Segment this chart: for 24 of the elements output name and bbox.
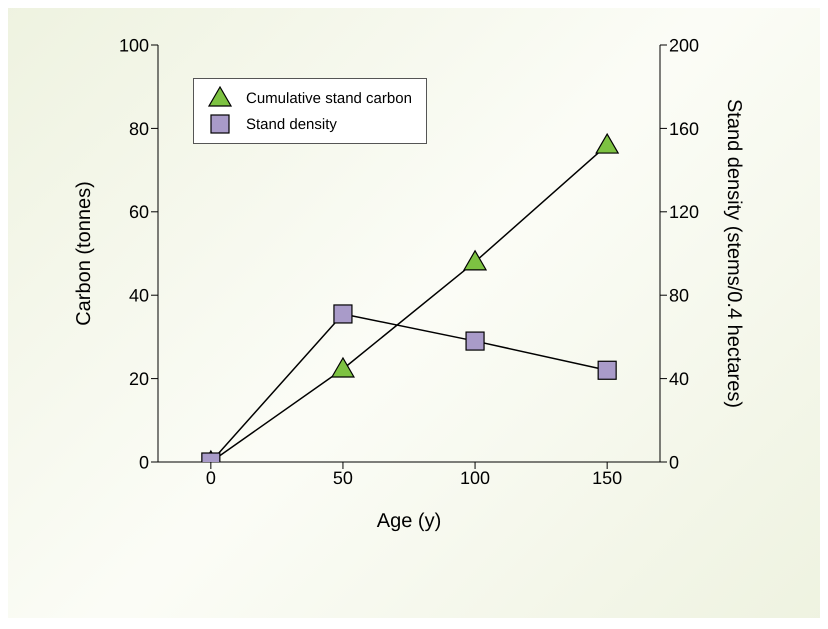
y2-tick-label: 0 [669,452,680,472]
y-tick-label: 0 [138,452,149,472]
y2-tick-label: 40 [669,368,690,389]
y2-tick-label: 160 [669,118,700,139]
legend-label: Cumulative stand carbon [246,90,412,106]
y2-tick-label: 80 [669,286,690,306]
y2-tick-label: 120 [669,202,700,222]
y2-tick-label: 200 [669,35,700,56]
y-axis-title: Carbon (tonnes) [73,181,96,326]
x-tick-label: 150 [592,468,622,488]
x-tick-label: 100 [460,468,490,488]
x-tick-label: 50 [332,468,353,488]
y-tick-label: 100 [118,35,149,56]
y-tick-label: 20 [128,368,149,389]
point [463,250,487,270]
legend-label: Stand density [246,116,337,132]
point [596,133,619,154]
y2-axis-title: Stand density (stems/0.4 hectares) [722,98,745,408]
y-tick-label: 40 [128,286,149,306]
y-tick-label: 80 [128,118,149,139]
y-tick-label: 60 [128,202,149,222]
point [331,357,355,378]
x-axis-title: Age (y) [376,510,442,532]
x-tick-label: 0 [206,468,216,488]
